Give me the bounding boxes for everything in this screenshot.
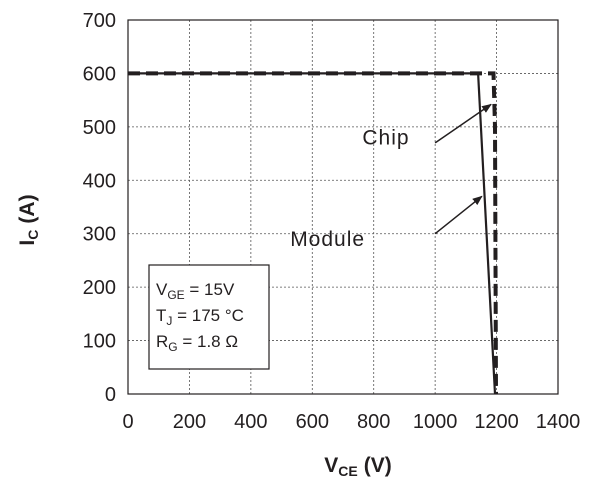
y-tick-label: 400 [83, 170, 116, 192]
annotation-arrow-module [434, 195, 483, 235]
y-tick-label: 200 [83, 277, 116, 299]
x-tick-label: 800 [357, 411, 390, 433]
condition-subscript: GE [167, 288, 184, 302]
y-axis-title-sub: C [25, 230, 41, 240]
x-tick-label: 200 [173, 411, 206, 433]
condition-value: = 1.8 Ω [178, 332, 238, 351]
annotation-chip: Chip [362, 127, 409, 150]
series-line-module [128, 72, 497, 395]
x-tick-label: 0 [122, 411, 133, 433]
tick-labels: 0 200 400 600 800 1000 1200 1400 0 100 200 300 400 50… [83, 10, 581, 433]
condition-symbol: R [156, 332, 168, 351]
y-tick-label: 500 [83, 117, 116, 139]
x-tick-label: 400 [234, 411, 267, 433]
y-tick-label: 700 [83, 10, 116, 32]
y-tick-label: 100 [83, 331, 116, 353]
annotation-arrow-chip [434, 103, 492, 144]
condition-symbol: T [156, 306, 166, 325]
condition-line: VGE = 15V [156, 280, 235, 302]
x-tick-label: 600 [296, 411, 329, 433]
y-axis-title: IC (A) [16, 194, 41, 245]
x-axis-title-main: V [324, 454, 338, 477]
y-axis-title-main: I [16, 240, 39, 246]
x-axis-title-sub: CE [338, 463, 357, 479]
y-axis-title-unit: (A) [16, 194, 39, 223]
y-tick-label: 600 [83, 63, 116, 85]
condition-subscript: J [166, 314, 172, 328]
x-axis-title: VCE (V) [324, 454, 391, 479]
y-tick-label: 300 [83, 224, 116, 246]
x-axis-title-unit: (V) [364, 454, 392, 477]
condition-line: TJ = 175 °C [156, 306, 244, 328]
annotation-module: Module [290, 228, 365, 251]
condition-subscript: G [168, 340, 177, 354]
y-tick-label: 0 [105, 384, 116, 406]
annotations: Chip Module [290, 103, 492, 251]
plot-frame [127, 19, 559, 395]
conditions-box-frame [148, 264, 270, 370]
condition-value: = 175 °C [172, 306, 244, 325]
x-tick-label: 1200 [474, 411, 519, 433]
condition-symbol: V [156, 280, 168, 299]
x-tick-label: 1000 [413, 411, 458, 433]
x-tick-label: 1400 [536, 411, 581, 433]
condition-line: RG = 1.8 Ω [156, 332, 238, 354]
condition-value: = 15V [185, 280, 235, 299]
series-layer [128, 71, 498, 395]
